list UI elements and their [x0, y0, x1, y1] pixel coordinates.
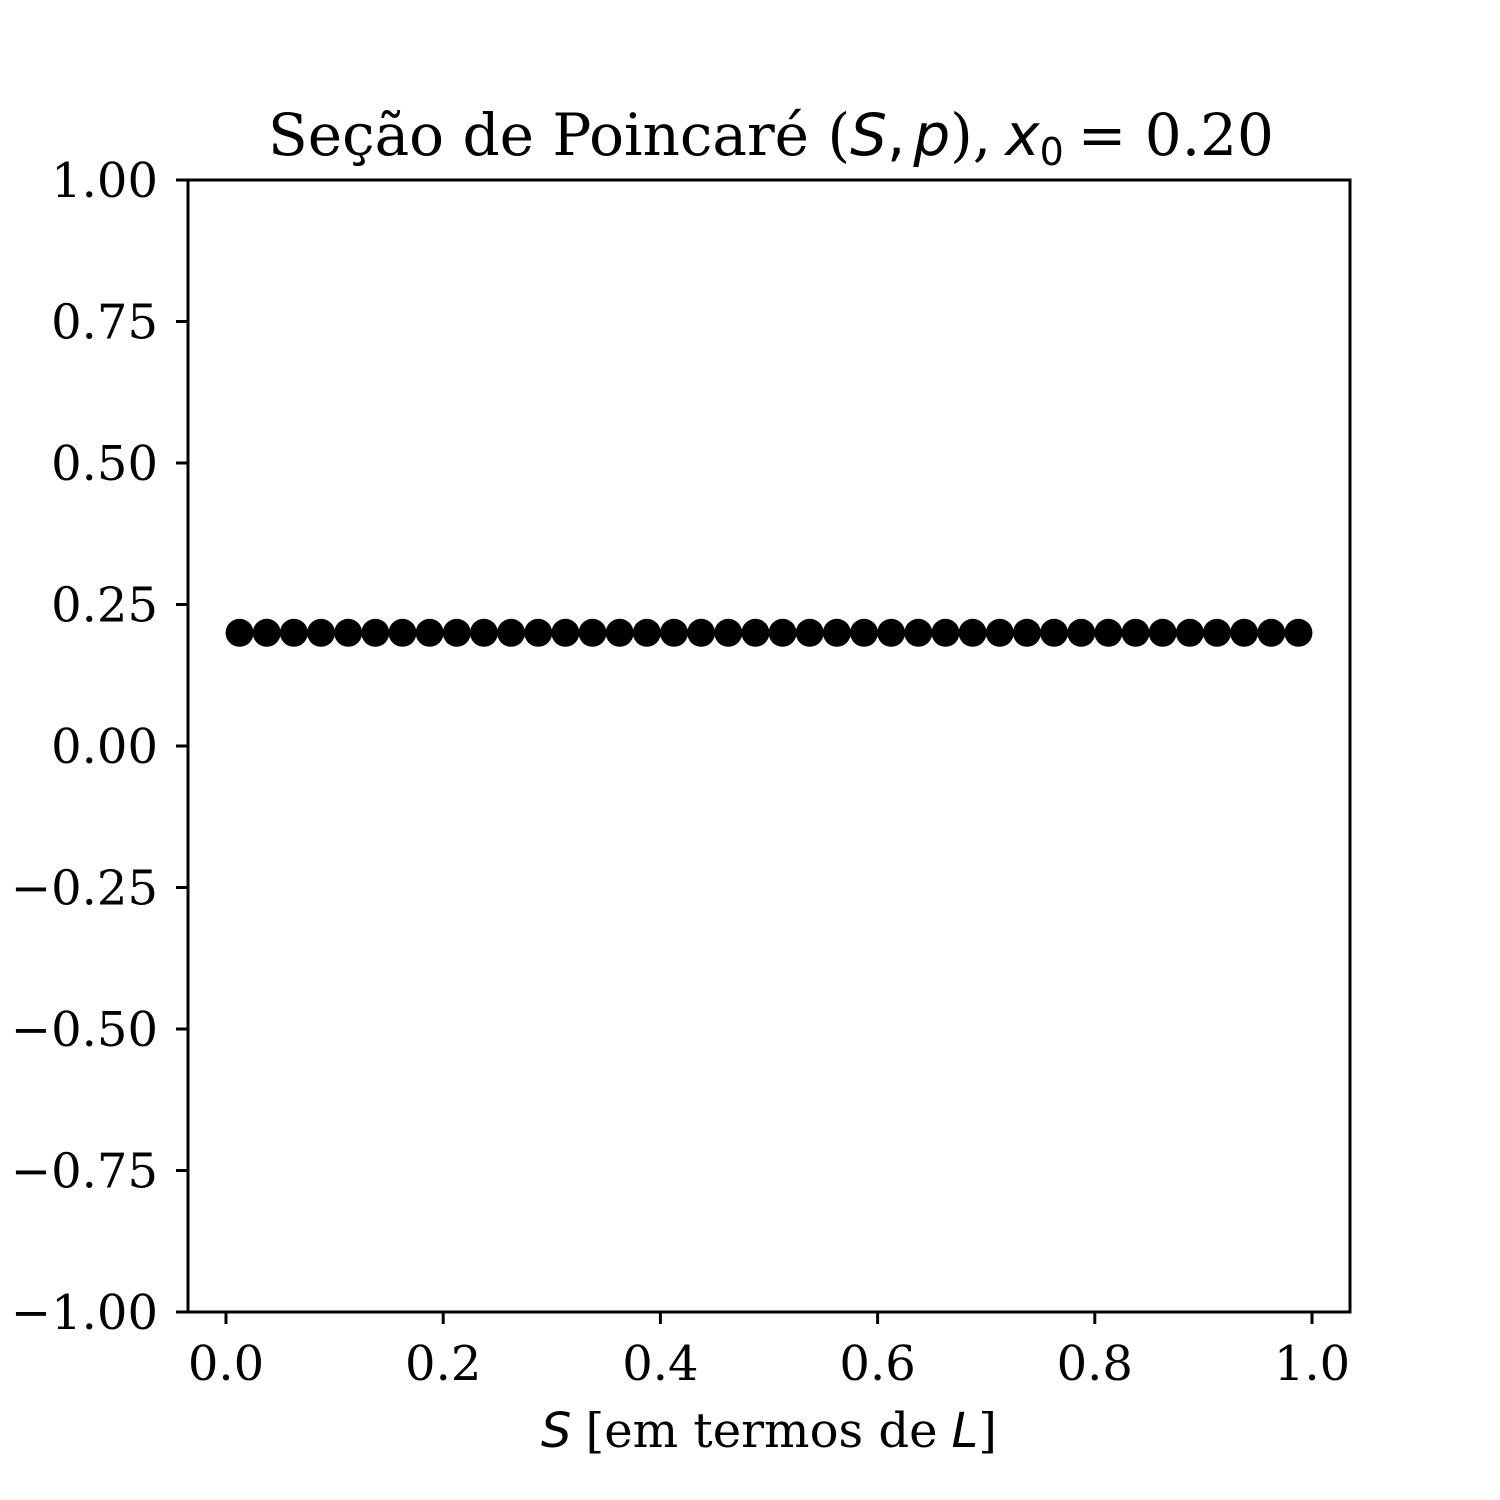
axes: 0.0 0.2 0.4 0.6 0.8 1.0 1.00 0.75 0.50 0.25 0.00 −0… [11, 153, 1352, 1392]
data-point [822, 618, 851, 647]
chart-title: Seção de Poincaré (S, p), x0 = 0.20 [268, 101, 1274, 174]
title-s-symbol: S [850, 101, 887, 169]
y-tick-label: 0.75 [51, 295, 158, 351]
data-point [687, 618, 716, 647]
data-point [877, 618, 906, 647]
title-x-symbol: x [1003, 101, 1040, 169]
title-suffix: = 0.20 [1078, 101, 1274, 169]
title-close: ), [950, 101, 991, 169]
data-point [279, 618, 308, 647]
x-tick-label: 1.0 [1274, 1336, 1350, 1392]
data-point [632, 618, 661, 647]
xlabel-middle: [em termos de [586, 1403, 938, 1459]
y-tick-label: −0.25 [11, 861, 158, 917]
data-point [1067, 618, 1096, 647]
x-tick-label: 0.8 [1057, 1336, 1133, 1392]
data-point [958, 618, 987, 647]
data-point [469, 618, 498, 647]
data-point [1148, 618, 1177, 647]
data-point [931, 618, 960, 647]
data-point [388, 618, 417, 647]
data-point [741, 618, 770, 647]
x-tick-label: 0.2 [405, 1336, 481, 1392]
data-point [334, 618, 363, 647]
title-p-symbol: p [912, 101, 950, 169]
title-prefix: Seção de Poincaré ( [268, 101, 850, 169]
data-point [1202, 618, 1231, 647]
data-point [578, 618, 607, 647]
plot-area [225, 618, 1313, 647]
data-point [985, 618, 1014, 647]
xlabel-end: ] [978, 1403, 997, 1459]
data-point [714, 618, 743, 647]
data-point [904, 618, 933, 647]
y-tick-label: −1.00 [11, 1285, 158, 1341]
data-point [1040, 618, 1069, 647]
data-point [850, 618, 879, 647]
plot-frame [186, 178, 1352, 1314]
data-point [1012, 618, 1041, 647]
data-point [415, 618, 444, 647]
data-point [307, 618, 336, 647]
xlabel-l-symbol: L [951, 1403, 978, 1459]
data-point [551, 618, 580, 647]
y-tick-label: −0.50 [11, 1002, 158, 1058]
y-tick-label: 0.00 [51, 719, 158, 775]
y-tick-label: 1.00 [51, 153, 158, 209]
data-point [442, 618, 471, 647]
data-point [1230, 618, 1259, 647]
x-axis-label: S [em termos de L] [541, 1403, 997, 1459]
x-tick-label: 0.4 [622, 1336, 698, 1392]
data-point [225, 618, 254, 647]
data-point [361, 618, 390, 647]
data-point [524, 618, 553, 647]
title-subscript: 0 [1040, 130, 1064, 174]
data-point [252, 618, 281, 647]
data-point [768, 618, 797, 647]
y-tick-label: 0.25 [51, 578, 158, 634]
data-point [1094, 618, 1123, 647]
data-point [659, 618, 688, 647]
data-point [497, 618, 526, 647]
data-point [795, 618, 824, 647]
y-tick-label: 0.50 [51, 436, 158, 492]
data-point [605, 618, 634, 647]
data-point [1175, 618, 1204, 647]
title-comma: , [887, 101, 905, 169]
xlabel-s-symbol: S [541, 1403, 571, 1459]
data-point [1121, 618, 1150, 647]
data-point [1257, 618, 1286, 647]
x-tick-label: 0.6 [839, 1336, 915, 1392]
x-tick-label: 0.0 [188, 1336, 264, 1392]
data-point [1284, 618, 1313, 647]
y-tick-label: −0.75 [11, 1144, 158, 1200]
